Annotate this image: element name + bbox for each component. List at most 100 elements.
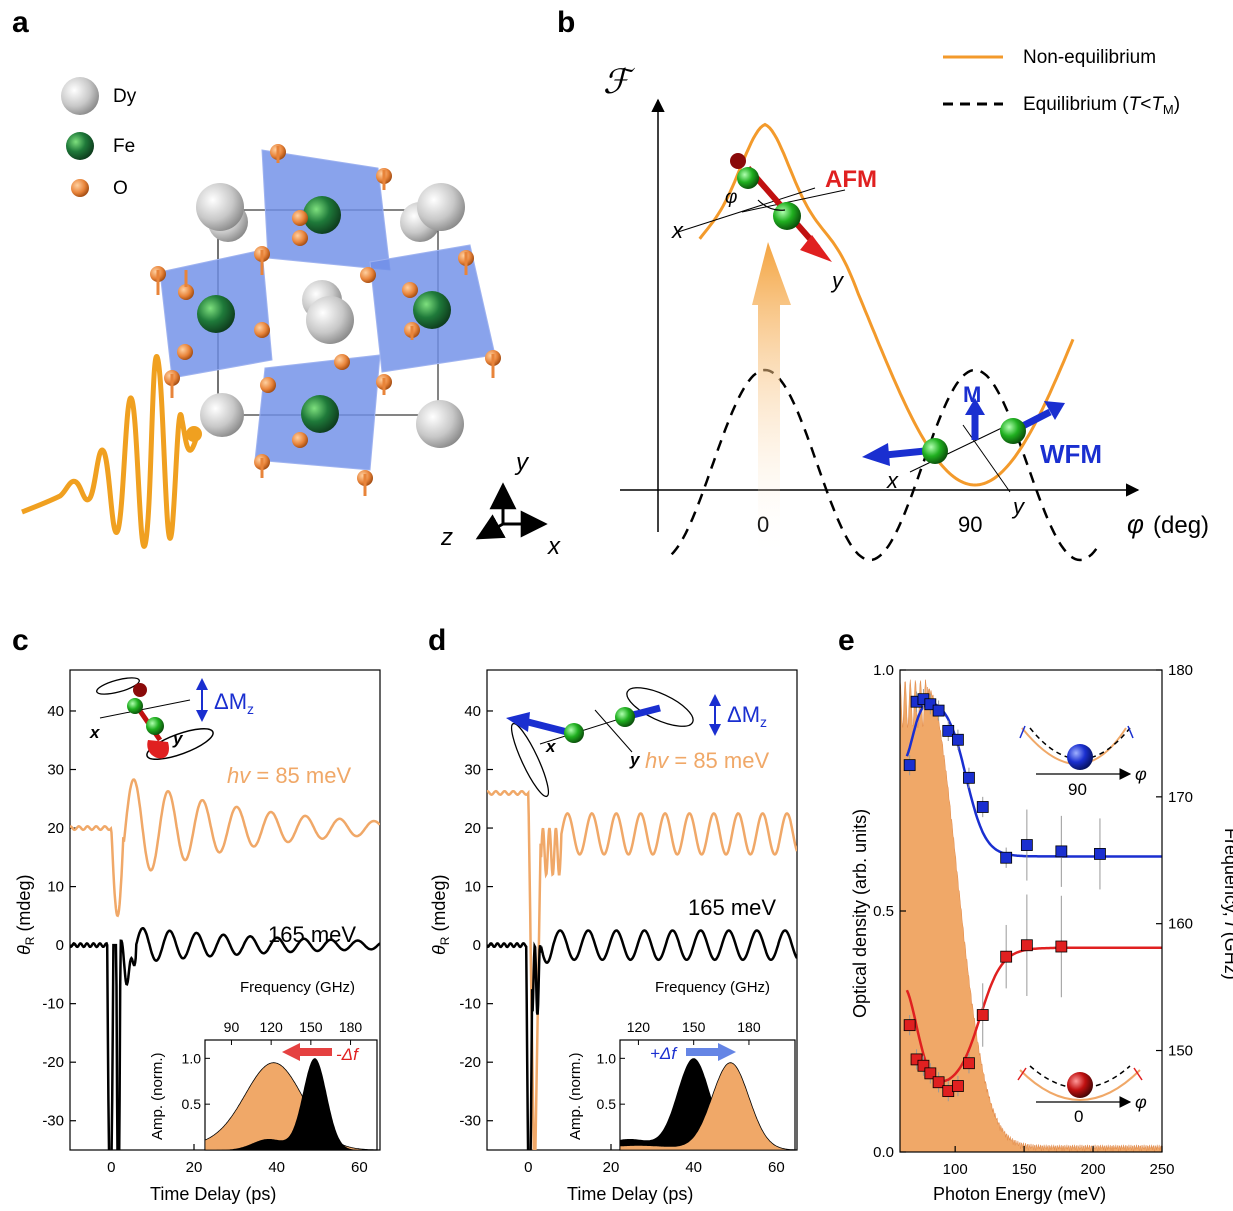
pulse-arrowhead [186,426,202,442]
c-x-axis-label: Time Delay (ps) [150,1184,276,1204]
y-tick-label: 20 [47,820,64,837]
x-tick-label: 40 [685,1159,702,1176]
c-inset-title: Frequency (GHz) [240,979,355,996]
phi-axis-symbol: φ [1127,509,1144,539]
e-yr-tick-label: 160 [1168,916,1193,933]
c-shift-label: -Δf [336,1045,360,1064]
panel-label-d: d [428,624,446,657]
b-tick-90: 90 [958,512,982,537]
e-inset-bottom-tick: 0 [1074,1107,1083,1126]
d-inset-y-label: Amp. (norm.) [567,1052,584,1140]
e-ticks: 100 150 200 250 1.0 0.5 0.0 180 170 160 150 [873,662,1193,1178]
d-inset: Frequency (GHz) 120 150 180 1.0 0.5 Amp. (no… [567,979,796,1151]
free-energy-symbol: ℱ [603,63,636,101]
red-point [1000,950,1013,963]
d-inset-spectrum-165 [620,1058,795,1150]
blue-point [1055,845,1068,858]
y-tick-label: -10 [42,996,64,1013]
y-tick-label: 30 [47,762,64,779]
o-legend-icon [71,179,89,197]
blue-point [903,759,916,772]
red-point [917,1059,930,1072]
inset-x-tick-label: 180 [737,1019,761,1035]
e-blue-fit [905,701,1162,858]
x-tick-label: 40 [268,1159,285,1176]
red-point [924,1067,937,1080]
d-ticks: 40 30 20 10 0 -10 -20 -30 0 20 40 60 [459,703,784,1176]
y-tick-label: 40 [464,703,481,720]
panel-b: ℱ φ (deg) 0 90 Non-equilibrium Equilibri… [603,47,1209,562]
panel-e: 100 150 200 250 1.0 0.5 0.0 180 170 160 150 Photon… [850,662,1233,1204]
y-tick-label: -20 [459,1054,481,1071]
panel-label-b: b [557,6,575,39]
d-x-axis-label: Time Delay (ps) [567,1184,693,1204]
d-y-letter: y [629,750,641,769]
d-shift-label: +Δf [650,1044,678,1063]
afm-phi-label: φ [725,187,737,208]
e-yl-tick-label: 0.0 [873,1144,894,1161]
non-equilibrium-curve [698,122,1075,487]
c-label-85: hv = 85 meV [227,763,351,788]
e-red-fit [905,946,1162,1083]
e-x-tick-label: 150 [1012,1161,1037,1178]
e-inset-bottom-phi: φ [1135,1092,1147,1112]
red-point [932,1076,945,1089]
panel-label-e: e [838,624,855,657]
x-tick-label: 0 [107,1159,115,1176]
e-inset-bottom [1017,1065,1143,1108]
axis-z-label: z [440,524,453,551]
c-ticks: 40 30 20 10 0 -10 -20 -30 0 20 40 60 [42,703,367,1176]
y-tick-label: -10 [459,996,481,1013]
y-tick-label: 20 [464,820,481,837]
axis-x-label: x [547,533,561,560]
d-x-letter: x [545,737,557,756]
inset-y-tick-label: 0.5 [597,1096,617,1112]
equilibrium-curve [670,368,1098,562]
fe-legend-icon [66,132,94,160]
o-legend-label: O [113,178,128,199]
c-dm-label: ΔMz [214,689,254,717]
inset-x-tick-label: 90 [224,1019,240,1035]
c-inset-spectrum-165 [205,1058,377,1150]
d-trace-165mev [487,929,797,1150]
inset-x-tick-label: 180 [339,1019,363,1035]
d-spin-sketch [506,687,694,798]
blue-point [924,698,937,711]
d-y-axis-label: θR (mdeg) [429,875,452,955]
wfm-spin-pair [862,398,1065,493]
phi-axis-unit: (deg) [1153,512,1209,539]
legend-eq-label: Equilibrium (T<TM) [1023,94,1180,117]
y-tick-label: 40 [47,703,64,720]
dy-legend-label: Dy [113,86,137,107]
red-point [903,1019,916,1032]
e-yr-tick-label: 170 [1168,789,1193,806]
e-x-tick-label: 100 [943,1161,968,1178]
e-yr-tick-label: 150 [1168,1043,1193,1060]
x-tick-label: 0 [524,1159,532,1176]
m-label: M [963,382,981,407]
panel-c: 40 30 20 10 0 -10 -20 -30 0 20 40 60 Time Delay (ps… [14,669,381,1204]
e-x-tick-label: 250 [1149,1161,1174,1178]
afm-label: AFM [825,166,877,193]
red-point [963,1057,975,1070]
d-inset-spectrum-85 [619,1062,796,1151]
wfm-x-label: x [886,468,899,493]
fe-atoms [197,196,451,433]
c-inset-y-label: Amp. (norm.) [149,1052,166,1140]
e-yl-tick-label: 0.5 [873,903,894,920]
blue-point [1094,848,1106,860]
c-trace-85mev [70,778,380,918]
y-tick-label: -20 [42,1054,64,1071]
coordinate-axes [475,482,548,540]
inset-y-tick-label: 1.0 [182,1050,202,1066]
y-tick-label: 30 [464,762,481,779]
y-tick-label: 0 [473,937,481,954]
y-tick-label: -30 [459,1113,481,1130]
blue-point [963,771,975,784]
e-yr-tick-label: 180 [1168,662,1193,679]
inset-x-tick-label: 150 [299,1019,323,1035]
legend-noneq-label: Non-equilibrium [1023,47,1156,68]
e-inset-top-phi: φ [1135,764,1147,784]
red-point [1020,939,1033,952]
